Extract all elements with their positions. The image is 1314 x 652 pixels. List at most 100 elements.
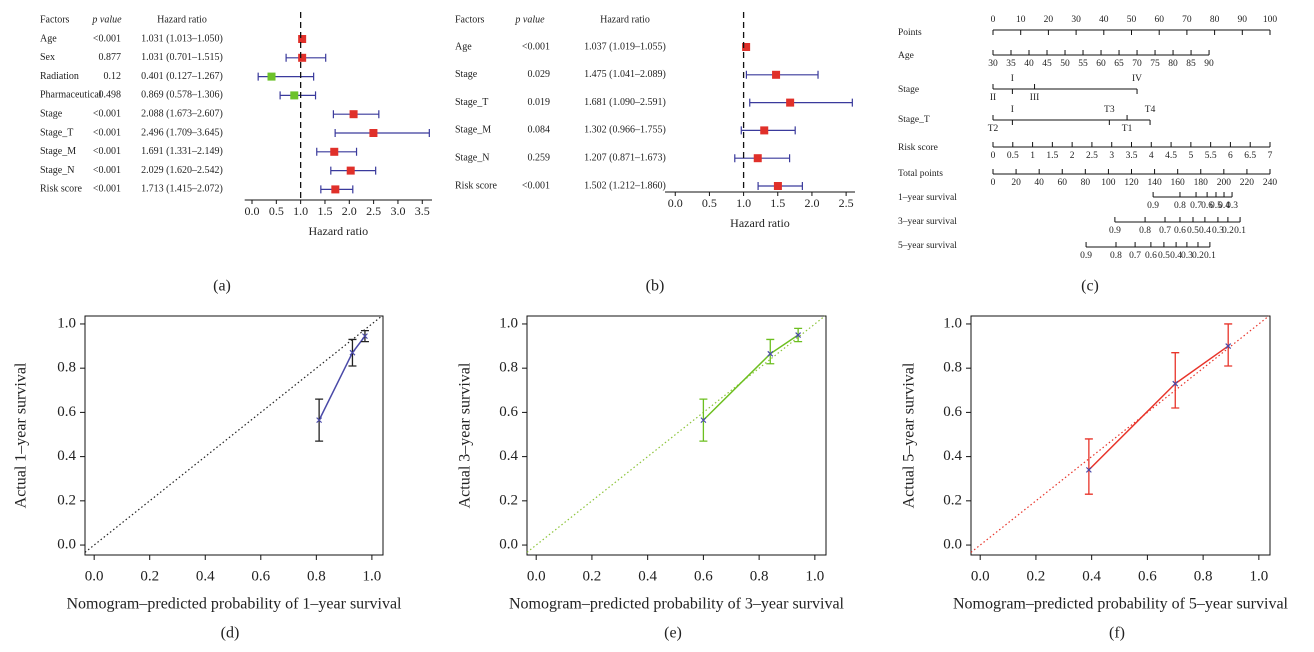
scale-tick-label: T3 — [1104, 105, 1115, 115]
p-value: <0.001 — [93, 33, 121, 44]
hazard-ratio-label: 1.037 (1.019–1.055) — [584, 41, 666, 52]
scale-tick-label: 2.5 — [1086, 151, 1098, 161]
calibration-line — [1088, 345, 1229, 471]
x-tick-label: 0.6 — [694, 568, 713, 584]
scale-tick-label: 55 — [1078, 59, 1088, 69]
factor-label: Stage_N — [455, 152, 489, 163]
point-marker — [1085, 466, 1092, 473]
column-header: Factors — [40, 14, 70, 25]
x-tick-label: 0.0 — [971, 568, 990, 584]
scale-tick-label: 140 — [1147, 178, 1162, 188]
x-tick-label: 0.6 — [251, 568, 270, 584]
x-axis-title: Nomogram–predicted probability of 5–year… — [953, 596, 1289, 613]
hazard-ratio-label: 1.031 (0.701–1.515) — [141, 52, 223, 63]
plot-frame — [84, 315, 384, 556]
row-label: Stage_T — [898, 115, 930, 125]
panel-label: (c) — [1081, 278, 1099, 295]
x-axis-title: Nomogram–predicted probability of 3–year… — [509, 596, 845, 613]
scale-tick-label: 65 — [1114, 59, 1124, 69]
x-tick-label: 0.5 — [269, 204, 284, 218]
error-bar — [745, 70, 819, 79]
p-value: 0.877 — [99, 52, 122, 63]
scale-tick-label: 1 — [1030, 151, 1035, 161]
hazard-ratio-point — [330, 147, 339, 156]
scale-tick-label: 60 — [1154, 15, 1164, 25]
hazard-ratio-label: 2.029 (1.620–2.542) — [141, 165, 223, 176]
x-tick-label: 2.5 — [839, 196, 854, 210]
scale-tick-label: T2 — [988, 124, 999, 134]
scale-tick-label: 4 — [1149, 151, 1154, 161]
scale-tick-label: 0.5 — [1007, 151, 1019, 161]
x-tick-label: 0.0 — [527, 568, 546, 584]
scale-tick-label: 0.7 — [1190, 201, 1202, 211]
p-value: 0.084 — [528, 125, 551, 136]
ideal-line — [526, 315, 826, 553]
x-tick-label: 1.5 — [770, 196, 785, 210]
y-tick-label: 0.8 — [57, 360, 76, 376]
y-tick-label: 0.4 — [499, 448, 518, 464]
y-tick-label: 0.6 — [57, 404, 76, 420]
x-tick-label: 1.0 — [805, 568, 824, 584]
point-marker — [1225, 343, 1232, 349]
scale-tick-label: 0.3 — [1181, 251, 1193, 261]
x-tick-label: 0.0 — [244, 204, 259, 218]
y-axis-title: Actual 5–year survival — [901, 362, 918, 508]
scale-tick-label: 1.5 — [1046, 151, 1058, 161]
hazard-ratio-point — [772, 70, 781, 79]
scale-tick-label: 90 — [1238, 15, 1248, 25]
p-value: <0.001 — [93, 184, 121, 195]
scale-tick-label: 100 — [1263, 15, 1278, 25]
scale-tick-label: 0 — [991, 15, 996, 25]
factor-label: Age — [40, 33, 57, 44]
y-tick-label: 0.0 — [57, 536, 76, 552]
column-header: p value — [91, 14, 122, 25]
x-tick-label: 1.5 — [317, 204, 332, 218]
p-value: <0.001 — [522, 41, 550, 52]
scale-tick-label: 90 — [1204, 59, 1214, 69]
plot-frame — [970, 315, 1271, 556]
scale-tick-label: 40 — [1099, 15, 1109, 25]
scale-tick-label: 60 — [1096, 59, 1106, 69]
hazard-ratio-label: 1.207 (0.871–1.673) — [584, 152, 666, 163]
scale-tick-label: 240 — [1263, 178, 1278, 188]
point-marker — [316, 417, 323, 424]
scale-tick-label: 20 — [1011, 178, 1021, 188]
scale-tick-label: 220 — [1240, 178, 1255, 188]
y-tick-label: 0.8 — [499, 360, 518, 376]
scale-tick-label: 30 — [1071, 15, 1081, 25]
scale-tick-label: 0.9 — [1080, 251, 1092, 261]
scale-tick-label: 0.5 — [1187, 226, 1199, 236]
scale-tick-label: 2 — [1070, 151, 1075, 161]
hazard-ratio-label: 2.088 (1.673–2.607) — [141, 108, 223, 119]
hazard-ratio-point — [331, 185, 340, 194]
column-header: Factors — [455, 14, 485, 25]
y-axis-title: Actual 3–year survival — [457, 362, 474, 508]
x-tick-label: 3.0 — [390, 204, 405, 218]
panel-label: (b) — [646, 278, 665, 295]
p-value: <0.001 — [93, 165, 121, 176]
factor-label: Age — [455, 41, 472, 52]
hazard-ratio-label: 1.302 (0.966–1.755) — [584, 125, 666, 136]
error-bar — [1084, 438, 1093, 495]
p-value: 0.498 — [99, 90, 122, 101]
scale-tick-label: 80 — [1081, 178, 1091, 188]
row-label: Stage — [898, 85, 919, 95]
point-marker — [795, 332, 802, 338]
x-tick-label: 0.6 — [1138, 568, 1157, 584]
scale-tick-label: 180 — [1194, 178, 1209, 188]
factor-label: Stage — [455, 69, 478, 80]
x-tick-label: 0.4 — [1082, 568, 1101, 584]
x-tick-label: 1.0 — [736, 196, 751, 210]
row-label: Age — [898, 51, 914, 61]
y-tick-label: 0.0 — [943, 536, 962, 552]
scale-tick-label: 0.5 — [1158, 251, 1170, 261]
scale-tick-label: 45 — [1042, 59, 1052, 69]
scale-tick-label: 0.8 — [1110, 251, 1122, 261]
scale-tick-label: 100 — [1101, 178, 1116, 188]
scale-tick-label: 0.1 — [1204, 251, 1216, 261]
p-value: 0.029 — [528, 69, 551, 80]
x-tick-label: 0.4 — [638, 568, 657, 584]
y-tick-label: 1.0 — [943, 315, 962, 331]
